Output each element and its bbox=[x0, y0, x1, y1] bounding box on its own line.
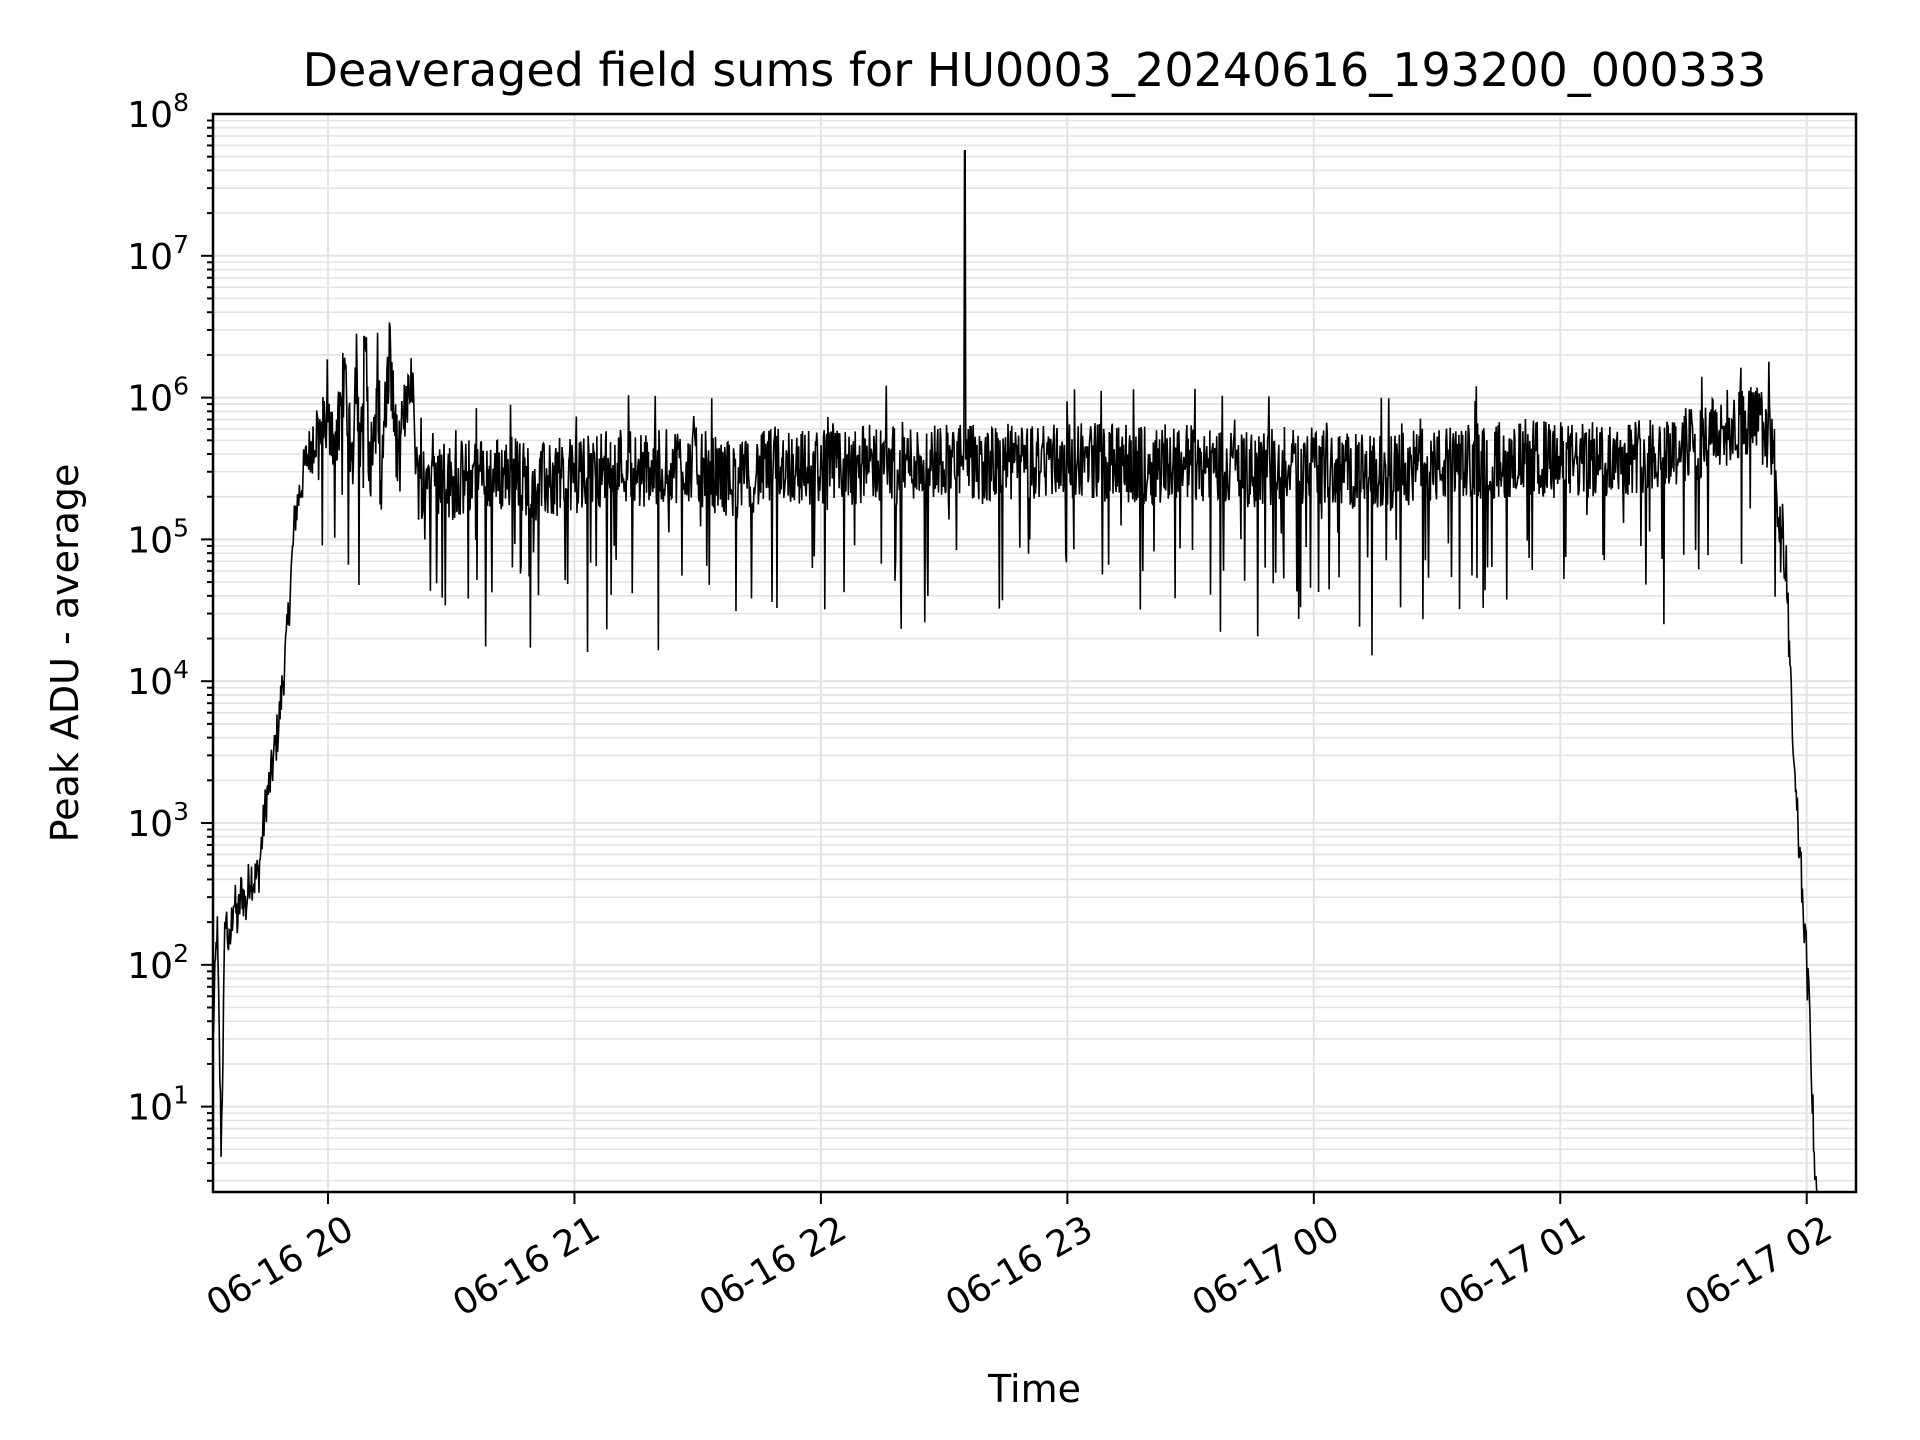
y-tick-label: 104 bbox=[127, 655, 189, 703]
x-tick-label: 06-16 20 bbox=[200, 1208, 361, 1324]
x-axis: 06-16 20 06-16 21 06-16 22 06-16 23 06-17 00… bbox=[200, 1192, 1839, 1325]
x-tick-label: 06-17 01 bbox=[1432, 1208, 1593, 1324]
y-axis-label: Peak ADU - average bbox=[43, 464, 87, 843]
grid bbox=[213, 114, 1856, 1192]
y-tick-label: 105 bbox=[127, 513, 189, 561]
y-tick-label: 103 bbox=[127, 797, 189, 845]
y-tick-label: 106 bbox=[127, 372, 189, 420]
chart-title: Deaveraged field sums for HU0003_2024061… bbox=[303, 43, 1767, 97]
x-axis-label: Time bbox=[987, 1367, 1081, 1411]
x-tick-label: 06-16 22 bbox=[693, 1208, 854, 1324]
y-tick-label: 108 bbox=[127, 88, 189, 136]
x-tick-label: 06-16 23 bbox=[939, 1208, 1100, 1324]
y-axis: 101 102 103 104 105 106 107 108 bbox=[127, 88, 213, 1182]
plot-frame bbox=[211, 112, 1858, 1194]
x-tick-label: 06-16 21 bbox=[446, 1208, 607, 1324]
x-tick-label: 06-17 00 bbox=[1186, 1208, 1347, 1324]
x-tick-label: 06-17 02 bbox=[1679, 1208, 1840, 1324]
y-tick-label: 101 bbox=[127, 1081, 189, 1129]
plot-area bbox=[213, 150, 1828, 1192]
series-line bbox=[213, 150, 1828, 1192]
y-tick-label: 107 bbox=[127, 230, 189, 278]
y-tick-label: 102 bbox=[127, 939, 189, 987]
